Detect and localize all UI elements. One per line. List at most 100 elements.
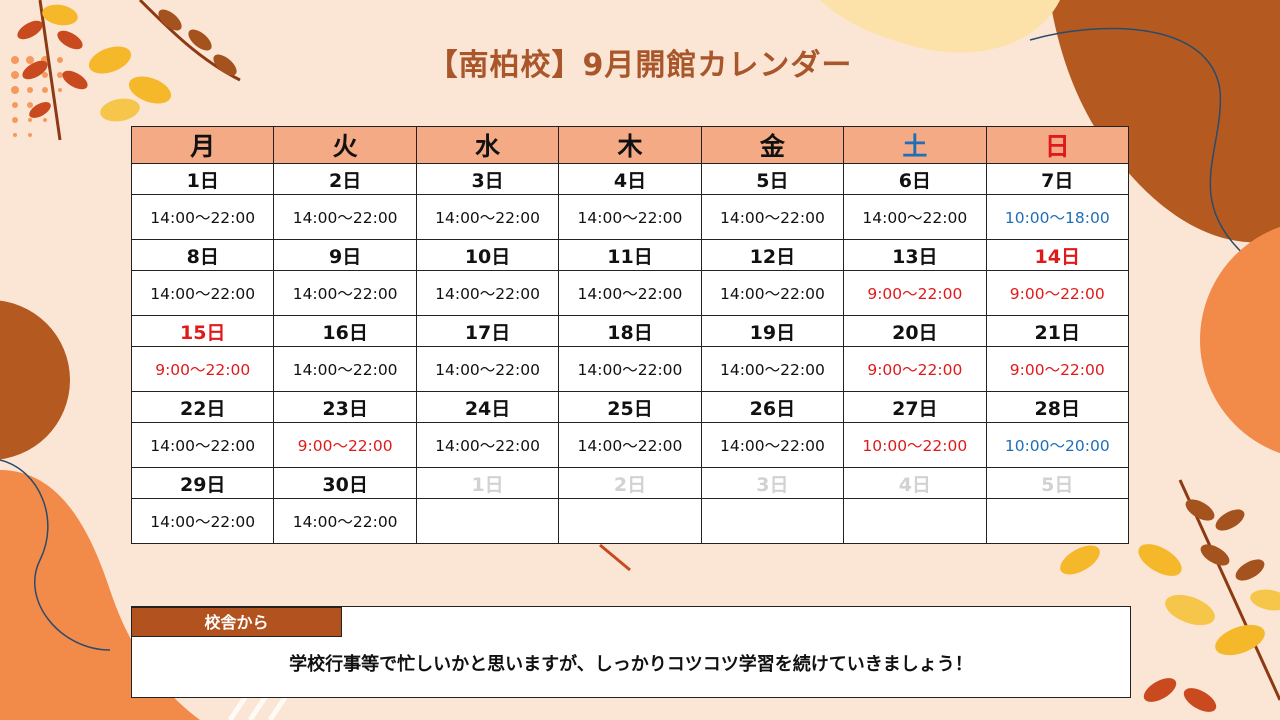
hours-cell: 14:00～22:00 [558,270,702,316]
weekday-header: 水 [415,126,560,164]
hours-cell: 9:00～22:00 [985,346,1130,392]
weekday-header-saturday: 土 [843,126,987,164]
date-cell: 17日 [415,315,560,347]
date-cell: 6日 [843,163,987,195]
right-orange-circle [1200,226,1280,454]
hours-cell: 14:00～22:00 [415,346,560,392]
date-row: 22日 23日 24日 25日 26日 27日 28日 [130,391,1130,423]
date-cell: 29日 [130,467,275,499]
date-cell: 13日 [843,239,987,271]
hours-row: 14:00～22:00 14:00～22:00 [130,498,1130,544]
date-cell: 18日 [558,315,702,347]
hours-cell: 14:00～22:00 [273,194,417,240]
hours-row: 14:00～22:00 14:00～22:00 14:00～22:00 14:0… [130,194,1130,240]
hours-cell: 14:00～22:00 [130,270,275,316]
next-month-date-cell: 4日 [843,467,987,499]
date-cell: 16日 [273,315,417,347]
next-month-date-cell: 1日 [415,467,560,499]
date-cell: 19日 [700,315,845,347]
date-cell: 21日 [985,315,1130,347]
date-cell: 12日 [700,239,845,271]
note-label: 校舎から [131,607,342,637]
left-brown-circle [0,300,70,460]
date-cell: 27日 [843,391,987,423]
note-message: 学校行事等で忙しいかと思いますが、しっかりコツコツ学習を続けていきましょう！ [289,654,973,675]
hours-cell: 10:00～22:00 [843,422,987,468]
date-cell: 20日 [843,315,987,347]
weekday-header: 金 [700,126,845,164]
hours-cell: 14:00～22:00 [130,194,275,240]
calendar-table: 月 火 水 木 金 土 日 1日 2日 3日 4日 5日 6日 7日 14:00… [130,126,1130,544]
date-row: 29日 30日 1日 2日 3日 4日 5日 [130,467,1130,499]
page-title: 【南柏校】9月開館カレンダー [427,48,853,83]
date-row: 8日 9日 10日 11日 12日 13日 14日 [130,239,1130,271]
hours-cell-empty [985,498,1130,544]
hours-cell: 9:00～22:00 [130,346,275,392]
date-cell: 30日 [273,467,417,499]
hours-cell: 14:00～22:00 [415,194,560,240]
hours-cell: 14:00～22:00 [700,422,845,468]
weekday-header: 火 [273,126,417,164]
date-row: 1日 2日 3日 4日 5日 6日 7日 [130,163,1130,195]
top-left-leaves [17,0,241,141]
hours-cell: 14:00～22:00 [700,194,845,240]
hours-cell: 14:00～22:00 [558,346,702,392]
hours-cell-empty [558,498,702,544]
date-cell: 22日 [130,391,275,423]
date-cell: 8日 [130,239,275,271]
date-cell: 10日 [415,239,560,271]
hours-row: 14:00～22:00 14:00～22:00 14:00～22:00 14:0… [130,270,1130,316]
hours-cell: 10:00～20:00 [985,422,1130,468]
hours-cell: 9:00～22:00 [843,270,987,316]
date-cell: 1日 [130,163,275,195]
hours-cell: 14:00～22:00 [558,194,702,240]
date-cell: 15日 [130,315,275,347]
hours-row: 9:00～22:00 14:00～22:00 14:00～22:00 14:00… [130,346,1130,392]
hours-cell: 9:00～22:00 [985,270,1130,316]
next-month-date-cell: 2日 [558,467,702,499]
next-month-date-cell: 3日 [700,467,845,499]
hours-cell: 14:00～22:00 [273,270,417,316]
date-cell: 28日 [985,391,1130,423]
weekday-header-sunday: 日 [985,126,1130,164]
hours-cell-empty [700,498,845,544]
date-cell: 9日 [273,239,417,271]
date-cell: 2日 [273,163,417,195]
date-row: 15日 16日 17日 18日 19日 20日 21日 [130,315,1130,347]
date-cell: 4日 [558,163,702,195]
date-cell: 11日 [558,239,702,271]
next-month-date-cell: 5日 [985,467,1130,499]
date-cell: 3日 [415,163,560,195]
hours-cell: 14:00～22:00 [415,422,560,468]
hours-cell: 10:00～18:00 [985,194,1130,240]
date-cell: 5日 [700,163,845,195]
top-right-blob [1050,0,1280,243]
left-bottom-blob [0,470,200,720]
date-cell: 23日 [273,391,417,423]
hours-cell: 9:00～22:00 [273,422,417,468]
bottom-right-leaves [1060,479,1280,712]
hours-row: 14:00～22:00 9:00～22:00 14:00～22:00 14:00… [130,422,1130,468]
hours-cell: 14:00～22:00 [273,498,417,544]
date-cell: 24日 [415,391,560,423]
hours-cell: 14:00～22:00 [700,346,845,392]
date-cell: 7日 [985,163,1130,195]
hours-cell: 14:00～22:00 [130,422,275,468]
hours-cell: 14:00～22:00 [273,346,417,392]
date-cell: 26日 [700,391,845,423]
weekday-header: 月 [130,126,275,164]
hours-cell: 14:00～22:00 [130,498,275,544]
date-cell: 14日 [985,239,1130,271]
hours-cell: 14:00～22:00 [700,270,845,316]
hours-cell: 14:00～22:00 [843,194,987,240]
weekday-header: 木 [558,126,702,164]
hours-cell-empty [415,498,560,544]
weekday-header-row: 月 火 水 木 金 土 日 [130,126,1130,164]
hours-cell: 9:00～22:00 [843,346,987,392]
hours-cell: 14:00～22:00 [558,422,702,468]
top-right-light-blob [820,0,1060,53]
hours-cell: 14:00～22:00 [415,270,560,316]
date-cell: 25日 [558,391,702,423]
hours-cell-empty [843,498,987,544]
